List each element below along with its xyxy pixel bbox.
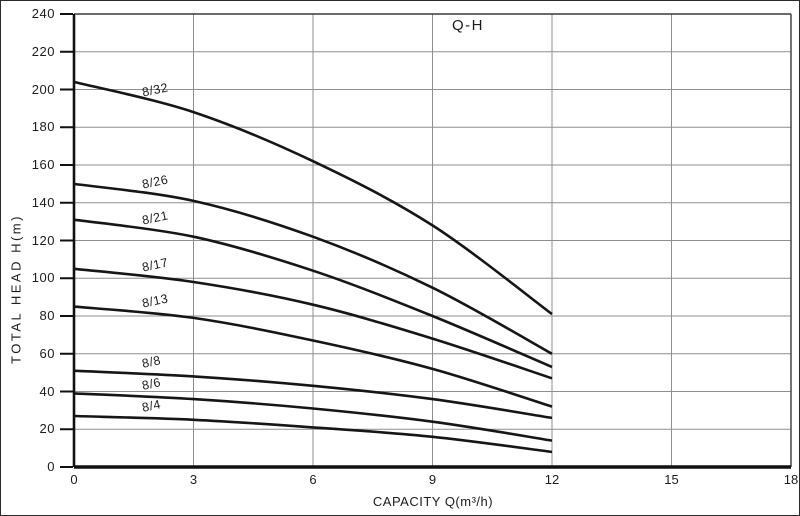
y-tick-label-100: 100 [31,270,55,286]
x-tick-label-15: 15 [664,472,679,487]
x-tick-label-6: 6 [309,472,317,487]
curve-8-13 [73,305,553,408]
y-tick-label-240: 240 [31,6,55,21]
y-tick-label-60: 60 [39,345,55,361]
curve-8-8 [73,369,553,420]
y-tick-label-0: 0 [47,459,55,474]
curve-8-17 [73,267,553,380]
x-tick-label-18: 18 [783,472,799,487]
curve-8-32 [73,80,553,316]
curve-8-6 [73,392,553,442]
y-tick-label-180: 180 [31,119,55,135]
x-tick-label-12: 12 [544,472,560,487]
curve-8-4 [73,414,553,454]
x-tick-label-9: 9 [428,472,437,487]
y-tick-label-160: 160 [31,157,55,172]
y-tick-label-140: 140 [31,194,55,210]
y-tick-label-40: 40 [39,383,55,399]
y-tick-label-120: 120 [31,232,55,248]
x-axis-title: CAPACITY Q(m³/h) [372,494,494,509]
y-tick-label-200: 200 [31,81,55,97]
curve-8-26 [73,182,553,355]
y-tick-label-20: 20 [39,421,55,437]
y-tick-label-220: 220 [31,43,55,59]
chart-title: Q-H [452,17,484,34]
y-tick-label-80: 80 [39,308,55,323]
curve-8-21 [73,218,553,369]
x-tick-label-3: 3 [189,472,198,487]
x-tick-label-0: 0 [70,472,78,487]
